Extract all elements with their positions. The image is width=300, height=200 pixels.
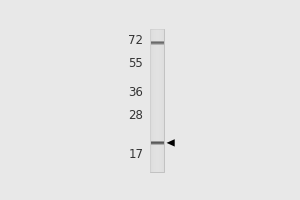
Bar [152, 29, 153, 172]
Text: 72: 72 [128, 34, 143, 47]
Bar [154, 29, 155, 172]
Text: 55: 55 [128, 57, 143, 70]
Bar [161, 29, 162, 172]
Bar [158, 29, 159, 172]
Text: 17: 17 [128, 148, 143, 161]
Text: 36: 36 [128, 86, 143, 99]
Bar [157, 29, 158, 172]
Text: 28: 28 [128, 109, 143, 122]
Bar [155, 29, 156, 172]
Bar [163, 29, 164, 172]
Bar [162, 29, 163, 172]
Polygon shape [167, 139, 175, 147]
Bar [153, 29, 154, 172]
Bar [150, 29, 151, 172]
Bar [159, 29, 160, 172]
Bar [150, 29, 164, 172]
Bar [156, 29, 157, 172]
Bar [160, 29, 161, 172]
Bar [151, 29, 152, 172]
